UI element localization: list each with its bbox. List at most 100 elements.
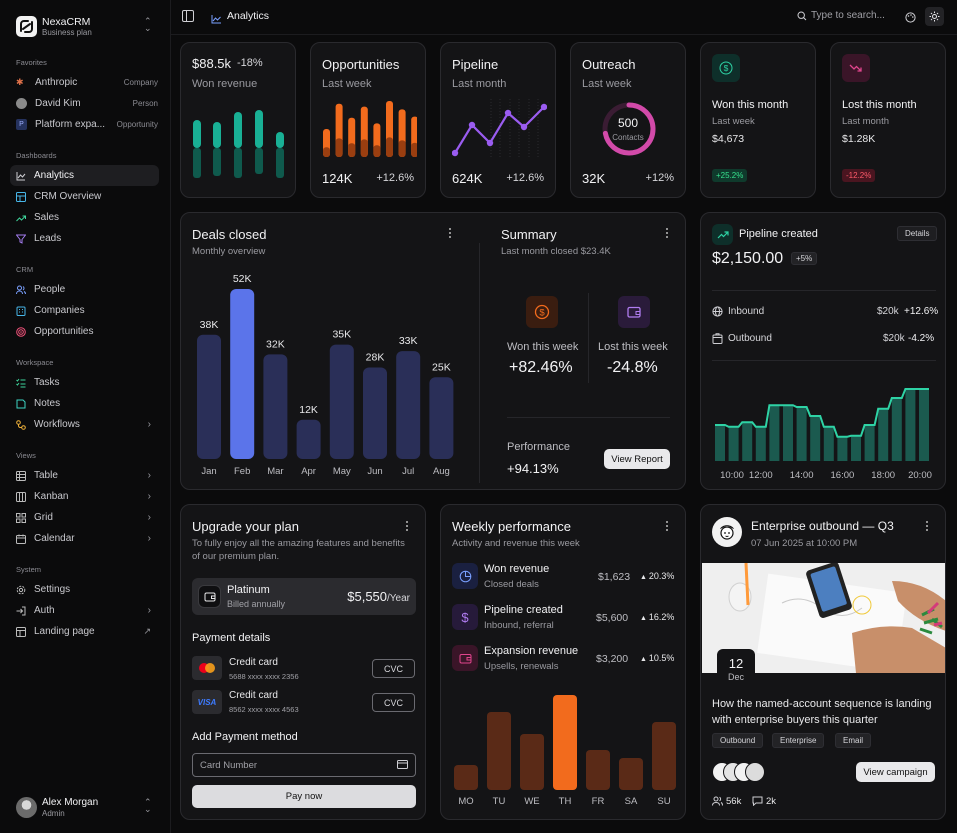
- line-chart-icon: [16, 171, 26, 181]
- summary-menu-icon[interactable]: [665, 228, 669, 238]
- weekly-bar[interactable]: [487, 712, 511, 790]
- chevron-right-icon: ›: [147, 491, 151, 502]
- pipeline-line: [715, 388, 929, 438]
- sidebar-item-companies[interactable]: Companies: [10, 300, 159, 321]
- globe-icon: [712, 306, 723, 317]
- sidebar-item-sales[interactable]: Sales: [10, 207, 159, 228]
- tag-email[interactable]: Email: [835, 733, 872, 748]
- view-report-button[interactable]: View Report: [604, 449, 670, 469]
- sidebar-item-notes[interactable]: Notes: [10, 393, 159, 414]
- deals-bar[interactable]: [363, 367, 387, 459]
- sidebar-item-opportunities[interactable]: Opportunities: [10, 321, 159, 342]
- summary-perf-value: +94.13%: [507, 461, 559, 476]
- weekly-row-change: ▲ 16.2%: [640, 612, 674, 622]
- deals-bar[interactable]: [396, 351, 421, 459]
- pay-now-button[interactable]: Pay now: [192, 785, 416, 808]
- favorite-david-kim[interactable]: David Kim Person: [16, 94, 158, 112]
- cvc-field[interactable]: CVC: [372, 693, 415, 712]
- grid-view-icon: [16, 512, 26, 523]
- sidebar-item-kanban[interactable]: Kanban ›: [10, 486, 159, 507]
- weekly-bar[interactable]: [520, 734, 544, 790]
- summary-won-value: +82.46%: [509, 359, 573, 376]
- favorite-label: Platform expa...: [35, 118, 106, 130]
- sidebar-item-leads[interactable]: Leads: [10, 228, 159, 249]
- deals-bar[interactable]: [329, 344, 354, 459]
- deals-category-label: Mar: [267, 466, 283, 477]
- calendar-icon: [16, 534, 26, 544]
- details-button[interactable]: Details: [897, 226, 938, 241]
- note-icon: [16, 399, 26, 409]
- plan-option[interactable]: Platinum Billed annually $5,550/Year: [192, 578, 416, 615]
- sidebar-item-table[interactable]: Table ›: [10, 465, 159, 486]
- weekly-row-title: Expansion revenue: [484, 645, 579, 657]
- workspace-section-label: Workspace: [16, 358, 54, 367]
- workspace-switcher[interactable]: NexaCRM Business plan ⌃ ⌄: [14, 14, 158, 40]
- sidebar-item-grid[interactable]: Grid ›: [10, 507, 159, 528]
- pipeline-bar: [864, 425, 875, 461]
- search-box[interactable]: Type to search...: [795, 8, 895, 25]
- sidebar-item-calendar[interactable]: Calendar ›: [10, 528, 159, 549]
- deals-title: Deals closed: [192, 227, 267, 242]
- sidebar-toggle-icon[interactable]: [182, 10, 194, 22]
- weekly-bar[interactable]: [454, 765, 478, 790]
- sidebar-item-analytics[interactable]: Analytics: [10, 165, 159, 186]
- theme-toggle-button[interactable]: [925, 7, 944, 26]
- weekly-bar[interactable]: [553, 695, 577, 790]
- outreach-ring-label: Contacts: [612, 133, 644, 142]
- pipeline-created-title: Pipeline created: [739, 228, 818, 240]
- sidebar-item-crm-overview[interactable]: CRM Overview: [10, 186, 159, 207]
- weekly-bar[interactable]: [652, 722, 676, 790]
- pipeline-bar: [715, 425, 725, 461]
- summary-won-label: Won this week: [507, 341, 579, 353]
- post-menu-icon[interactable]: [925, 521, 929, 531]
- lost-month-card: Lost this month Last month $1.28K -12.2%: [830, 42, 946, 198]
- deals-bar-label: 35K: [332, 329, 351, 341]
- theme-palette-button[interactable]: [901, 8, 919, 26]
- favorite-anthropic[interactable]: ✱ Anthropic Company: [16, 73, 158, 91]
- deals-bar[interactable]: [197, 334, 221, 459]
- sidebar-item-auth[interactable]: Auth ›: [10, 600, 159, 621]
- won-month-value: $4,673: [712, 133, 745, 145]
- plan-billing: Billed annually: [227, 599, 286, 609]
- weekly-row-change-value: 16.2%: [648, 612, 675, 622]
- summary-hr: [507, 417, 670, 418]
- weekly-bar[interactable]: [619, 758, 643, 790]
- pipeline-line: [454, 106, 545, 154]
- sidebar-item-tasks[interactable]: Tasks: [10, 372, 159, 393]
- sidebar-item-landing[interactable]: Landing page ↗: [10, 621, 159, 642]
- sidebar-item-workflows[interactable]: Workflows ›: [10, 414, 159, 435]
- view-campaign-button[interactable]: View campaign: [856, 762, 935, 782]
- cvc-label: CVC: [383, 697, 403, 708]
- deals-summary-card: Deals closed Monthly overview 38K Jan 52K F…: [180, 212, 686, 490]
- user-profile[interactable]: Alex Morgan Admin ⌃ ⌄: [14, 795, 158, 821]
- tag-outbound[interactable]: Outbound: [712, 733, 764, 748]
- spark-bar: [276, 132, 284, 148]
- deals-bar[interactable]: [263, 354, 288, 459]
- deals-menu-icon[interactable]: [448, 228, 452, 238]
- sidebar-item-settings[interactable]: Settings: [10, 579, 159, 600]
- pipeline-bar: [919, 389, 929, 461]
- sidebar-item-people[interactable]: People: [10, 279, 159, 300]
- deals-bar-label: 28K: [366, 351, 385, 363]
- filter-icon: [16, 234, 26, 244]
- deals-bar[interactable]: [230, 289, 255, 459]
- breadcrumb[interactable]: Analytics: [227, 10, 270, 22]
- cvc-field[interactable]: CVC: [372, 659, 415, 678]
- weekly-category-label: SU: [657, 796, 670, 807]
- upgrade-menu-icon[interactable]: [405, 521, 409, 531]
- deals-category-label: Feb: [234, 466, 250, 477]
- deals-bar[interactable]: [429, 377, 454, 459]
- spark-bar-shadow: [348, 143, 356, 157]
- favorite-platform[interactable]: P Platform expa... Opportunity: [16, 115, 158, 133]
- deals-category-label: Aug: [433, 466, 450, 477]
- tag-enterprise[interactable]: Enterprise: [772, 733, 825, 748]
- summary-title: Summary: [501, 227, 557, 242]
- wallet-icon: [452, 645, 478, 671]
- anthropic-logo-icon: ✱: [16, 76, 24, 87]
- member-avatars: [712, 762, 768, 784]
- deals-bar[interactable]: [296, 419, 321, 459]
- card-number-input[interactable]: Card Number: [192, 753, 416, 777]
- weekly-menu-icon[interactable]: [665, 521, 669, 531]
- weekly-row-sub: Closed deals: [484, 579, 539, 590]
- weekly-bar[interactable]: [586, 750, 610, 790]
